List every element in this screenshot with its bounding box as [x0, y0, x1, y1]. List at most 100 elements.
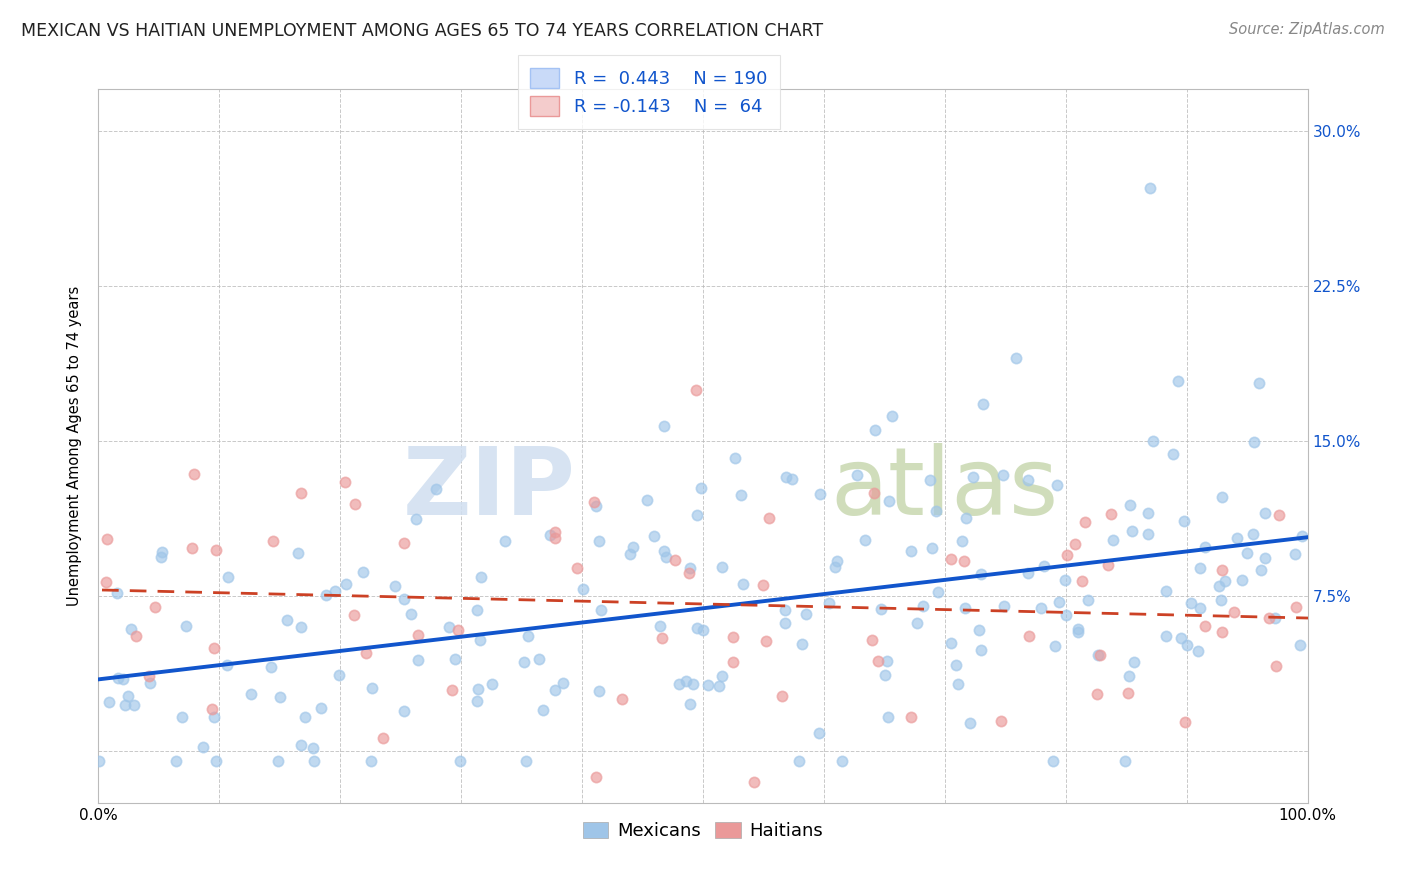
Point	[1032, 558, 1054, 573]
Point	[1258, 611, 1281, 625]
Point	[636, 493, 658, 508]
Point	[181, 541, 204, 555]
Point	[183, 467, 205, 481]
Point	[690, 481, 713, 495]
Point	[1087, 648, 1109, 663]
Point	[742, 775, 765, 789]
Point	[1213, 574, 1236, 589]
Point	[972, 397, 994, 411]
Point	[1097, 558, 1119, 572]
Point	[1017, 566, 1039, 580]
Point	[1285, 600, 1308, 615]
Point	[302, 755, 325, 769]
Point	[544, 682, 567, 697]
Point	[1116, 686, 1139, 700]
Point	[262, 534, 284, 549]
Point	[751, 578, 773, 592]
Point	[1066, 625, 1088, 640]
Point	[773, 603, 796, 617]
Point	[437, 620, 460, 634]
Point	[335, 576, 357, 591]
Point	[941, 552, 963, 566]
Point	[808, 487, 831, 501]
Point	[112, 672, 135, 686]
Point	[959, 716, 981, 731]
Point	[276, 613, 298, 627]
Point	[876, 654, 898, 668]
Point	[1265, 658, 1288, 673]
Point	[468, 633, 491, 648]
Point	[343, 608, 366, 623]
Point	[1088, 648, 1111, 662]
Point	[1253, 506, 1275, 520]
Point	[733, 577, 755, 591]
Point	[290, 738, 312, 752]
Point	[97, 695, 120, 709]
Point	[770, 689, 793, 703]
Point	[371, 731, 394, 745]
Point	[125, 629, 148, 643]
Point	[1209, 593, 1232, 607]
Point	[711, 669, 734, 683]
Point	[392, 535, 415, 549]
Point	[1054, 574, 1077, 588]
Point	[1174, 715, 1197, 730]
Point	[425, 482, 447, 496]
Point	[1289, 639, 1312, 653]
Point	[1139, 181, 1161, 195]
Point	[87, 755, 110, 769]
Point	[862, 633, 884, 648]
Point	[775, 470, 797, 484]
Point	[191, 739, 214, 754]
Point	[1064, 537, 1087, 551]
Point	[1208, 580, 1230, 594]
Point	[643, 529, 665, 543]
Point	[1074, 516, 1097, 530]
Point	[267, 755, 290, 769]
Point	[1114, 755, 1136, 769]
Point	[107, 671, 129, 685]
Point	[1017, 473, 1039, 487]
Point	[1085, 687, 1108, 701]
Point	[955, 510, 977, 524]
Point	[1067, 622, 1090, 636]
Point	[794, 607, 817, 622]
Point	[328, 668, 350, 682]
Point	[900, 544, 922, 558]
Point	[1236, 546, 1258, 560]
Point	[900, 710, 922, 724]
Point	[124, 698, 146, 713]
Point	[343, 497, 366, 511]
Point	[315, 588, 337, 602]
Text: Source: ZipAtlas.com: Source: ZipAtlas.com	[1229, 22, 1385, 37]
Point	[201, 702, 224, 716]
Point	[1047, 595, 1070, 609]
Point	[807, 726, 830, 740]
Point	[323, 584, 346, 599]
Point	[668, 677, 690, 691]
Point	[1264, 610, 1286, 624]
Point	[494, 533, 516, 548]
Point	[773, 616, 796, 631]
Point	[1243, 434, 1265, 449]
Point	[675, 674, 697, 689]
Point	[352, 565, 374, 579]
Point	[721, 655, 744, 669]
Point	[588, 533, 610, 548]
Point	[619, 547, 641, 561]
Point	[679, 560, 702, 574]
Point	[443, 652, 465, 666]
Point	[405, 512, 427, 526]
Point	[918, 474, 941, 488]
Point	[787, 755, 810, 769]
Point	[217, 657, 239, 672]
Point	[165, 755, 187, 769]
Point	[950, 533, 973, 548]
Point	[865, 423, 887, 437]
Point	[465, 603, 488, 617]
Point	[1167, 375, 1189, 389]
Point	[150, 549, 173, 564]
Point	[993, 599, 1015, 613]
Point	[610, 692, 633, 706]
Point	[654, 550, 676, 565]
